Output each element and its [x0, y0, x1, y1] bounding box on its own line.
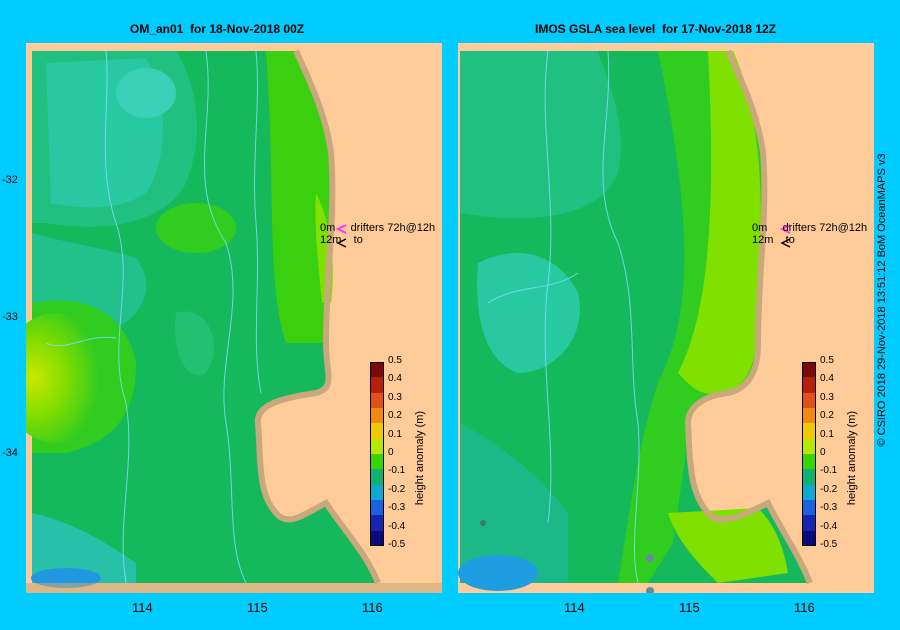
colorbar-label: height anomaly (m) [846, 410, 858, 506]
legend-to: to [353, 234, 363, 246]
colorbar-tick-label: 0 [820, 447, 826, 458]
drifter-12m-marker [336, 238, 347, 248]
colorbar-tick-label: 0.3 [388, 391, 402, 403]
colorbar-segment [802, 392, 816, 409]
colorbar-segment [802, 423, 816, 440]
colorbar-segment [802, 469, 816, 486]
lat-tick-label: -34 [2, 447, 18, 459]
lon-tick-label: 114 [564, 600, 585, 615]
lon-tick-label: 115 [679, 600, 700, 615]
colorbar-segment [370, 469, 384, 486]
drifter-0m-marker [779, 224, 791, 234]
left-map[interactable] [1, 43, 442, 593]
colorbar-segment [802, 408, 816, 424]
colorbar-tick-label: 0.5 [820, 355, 834, 366]
lat-tick-label: -32 [2, 174, 18, 186]
colorbar-segment [370, 454, 384, 470]
lon-tick-label: 115 [247, 600, 268, 615]
colorbar-segment [370, 362, 384, 378]
colorbar-segment [370, 423, 384, 440]
colorbar-tick-label: -0.4 [388, 520, 406, 532]
right-legend: 0m drifters 72h@12h 12m to [752, 222, 867, 246]
colorbar-label: height anomaly (m) [414, 410, 426, 506]
colorbar-segment [370, 530, 384, 547]
colorbar-tick-label: -0.1 [820, 465, 838, 477]
colorbar-segment [370, 500, 384, 516]
colorbar-segment [370, 377, 384, 394]
colorbar-tick-label: 0 [388, 447, 394, 458]
lat-tick-label: -33 [2, 311, 18, 323]
colorbar-tick-label: -0.5 [820, 539, 838, 550]
colorbar-tick-label: 0.2 [820, 410, 834, 422]
colorbar-tick-label: 0.1 [388, 428, 402, 440]
colorbar-segment [802, 500, 816, 516]
right-colorbar: 0.5 0.4 0.3 0.2 0.1 0 -0.1 -0.2 -0.3 -0.4 -0.5 [802, 355, 837, 550]
right-map[interactable] [458, 43, 874, 595]
left-legend: 0m drifters 72h@12h 12m to [320, 222, 435, 246]
colorbar-tick-label: -0.3 [820, 502, 838, 514]
colorbar-segment [802, 438, 816, 455]
colorbar-segment [370, 484, 384, 501]
left-map-title: OM_an01 for 18-Nov-2018 00Z [130, 22, 305, 36]
colorbar-segment [802, 515, 816, 532]
colorbar-segment [370, 438, 384, 455]
colorbar-tick-label: -0.2 [820, 483, 838, 495]
colorbar-segment [370, 392, 384, 409]
legend-depth-0m: 0m [320, 222, 336, 234]
colorbar-tick-label: -0.1 [388, 465, 406, 477]
legend-depth-12m: 12m [320, 234, 342, 246]
colorbar-segment [802, 377, 816, 394]
colorbar-tick-label: -0.3 [388, 502, 406, 514]
lon-tick-label: 116 [794, 600, 815, 615]
colorbar-tick-label: -0.5 [388, 539, 406, 550]
drifter-0m-marker [335, 224, 347, 234]
right-map-title: IMOS GSLA sea level for 17-Nov-2018 12Z [535, 22, 776, 36]
colorbar-segment [802, 484, 816, 501]
colorbar-tick-label: 0.1 [820, 428, 834, 440]
colorbar-segment [370, 408, 384, 424]
drifter-12m-marker [780, 238, 791, 248]
legend-depth-12m: 12m [752, 234, 774, 246]
legend-depth-0m: 0m [752, 222, 768, 234]
colorbar-tick-label: 0.5 [388, 355, 402, 366]
colorbar-segment [802, 454, 816, 470]
colorbar-tick-label: 0.2 [388, 410, 402, 422]
colorbar-segment [370, 515, 384, 532]
left-colorbar: 0.5 0.4 0.3 0.2 0.1 0 -0.1 -0.2 -0.3 -0.4 -0.5 [370, 355, 405, 550]
legend-drifters: drifters 72h@12h [782, 222, 868, 234]
lon-tick-label: 114 [132, 600, 153, 615]
legend-drifters: drifters 72h@12h [350, 222, 436, 234]
colorbar-tick-label: -0.4 [820, 520, 838, 532]
colorbar-segment [802, 362, 816, 378]
colorbar-tick-label: 0.4 [820, 373, 834, 385]
legend-to: to [785, 234, 795, 246]
lon-tick-label: 116 [362, 600, 383, 615]
colorbar-tick-label: -0.2 [388, 483, 406, 495]
colorbar-tick-label: 0.3 [820, 391, 834, 403]
credit-text: © CSIRO 2018 29-Nov-2018 13:51:12 BoM Oc… [876, 153, 888, 447]
colorbar-segment [802, 530, 816, 547]
colorbar-tick-label: 0.4 [388, 373, 402, 385]
